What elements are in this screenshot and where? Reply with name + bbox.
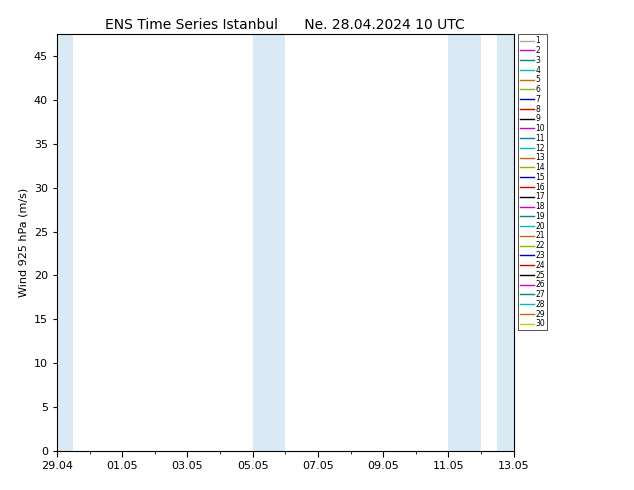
Bar xyxy=(448,34,481,451)
Bar xyxy=(57,34,74,451)
Title: ENS Time Series Istanbul      Ne. 28.04.2024 10 UTC: ENS Time Series Istanbul Ne. 28.04.2024 … xyxy=(105,18,465,32)
Legend: 1, 2, 3, 4, 5, 6, 7, 8, 9, 10, 11, 12, 13, 14, 15, 16, 17, 18, 19, 20, 21, 22, 2: 1, 2, 3, 4, 5, 6, 7, 8, 9, 10, 11, 12, 1… xyxy=(518,34,547,330)
Y-axis label: Wind 925 hPa (m/s): Wind 925 hPa (m/s) xyxy=(18,188,29,297)
Bar xyxy=(253,34,285,451)
Bar xyxy=(497,34,514,451)
